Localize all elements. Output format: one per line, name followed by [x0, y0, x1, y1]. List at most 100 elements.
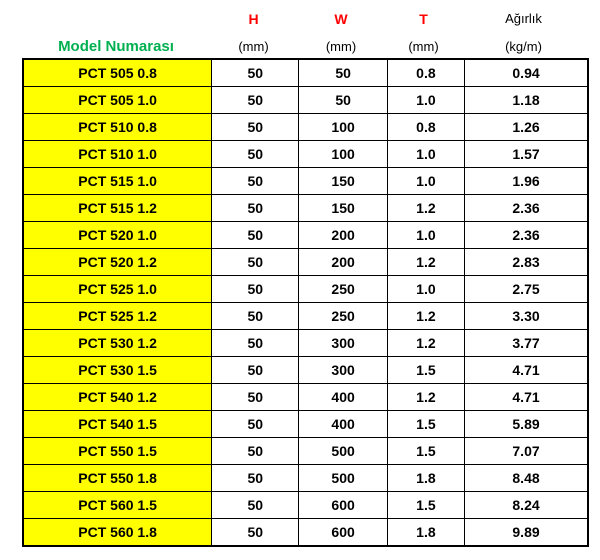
table-row: PCT 510 1.0 50 100 1.0 1.57	[22, 140, 589, 168]
table-row: PCT 520 1.2 50 200 1.2 2.83	[22, 248, 589, 276]
w-cell: 100	[298, 113, 388, 141]
weight-cell: 3.77	[464, 329, 589, 357]
weight-cell: 8.48	[464, 464, 589, 492]
w-cell: 200	[298, 248, 388, 276]
weight-cell: 9.89	[464, 518, 589, 547]
column-header-label: T	[419, 11, 428, 27]
weight-cell: 2.75	[464, 275, 589, 303]
table-row: PCT 530 1.2 50 300 1.2 3.77	[22, 329, 589, 357]
model-cell: PCT 550 1.8	[22, 464, 213, 492]
model-cell: PCT 560 1.5	[22, 491, 213, 519]
h-cell: 50	[211, 58, 300, 87]
t-cell: 1.2	[386, 383, 466, 411]
w-cell: 500	[298, 437, 388, 465]
table-row: PCT 515 1.0 50 150 1.0 1.96	[22, 167, 589, 195]
weight-cell: 2.36	[464, 221, 589, 249]
column-header-w: W (mm)	[297, 6, 385, 58]
t-cell: 1.8	[386, 464, 466, 492]
model-cell: PCT 520 1.2	[22, 248, 213, 276]
table-row: PCT 505 1.0 50 50 1.0 1.18	[22, 86, 589, 114]
spec-table: PCT 505 0.8 50 50 0.8 0.94 PCT 505 1.0 50 50 1.0…	[22, 58, 589, 547]
table-row: PCT 560 1.5 50 600 1.5 8.24	[22, 491, 589, 519]
model-cell: PCT 520 1.0	[22, 221, 213, 249]
model-cell: PCT 515 1.0	[22, 167, 213, 195]
w-cell: 50	[298, 58, 388, 87]
w-cell: 250	[298, 275, 388, 303]
column-header-unit: (mm)	[238, 39, 269, 54]
weight-cell: 5.89	[464, 410, 589, 438]
h-cell: 50	[211, 491, 300, 519]
table-row: PCT 560 1.8 50 600 1.8 9.89	[22, 518, 589, 547]
model-cell: PCT 505 0.8	[22, 58, 213, 87]
table-row: PCT 515 1.2 50 150 1.2 2.36	[22, 194, 589, 222]
t-cell: 1.2	[386, 329, 466, 357]
t-cell: 1.5	[386, 410, 466, 438]
model-cell: PCT 505 1.0	[22, 86, 213, 114]
weight-cell: 2.36	[464, 194, 589, 222]
w-cell: 400	[298, 410, 388, 438]
t-cell: 1.0	[386, 167, 466, 195]
w-cell: 300	[298, 329, 388, 357]
h-cell: 50	[211, 194, 300, 222]
t-cell: 1.5	[386, 437, 466, 465]
model-cell: PCT 550 1.5	[22, 437, 213, 465]
w-cell: 50	[298, 86, 388, 114]
column-header-t: T (mm)	[385, 6, 462, 58]
table-row: PCT 540 1.2 50 400 1.2 4.71	[22, 383, 589, 411]
model-cell: PCT 510 1.0	[22, 140, 213, 168]
h-cell: 50	[211, 140, 300, 168]
table-header: Model Numarası H (mm) W (mm) T (mm) Ağırlık (kg…	[22, 6, 589, 58]
w-cell: 300	[298, 356, 388, 384]
h-cell: 50	[211, 275, 300, 303]
w-cell: 600	[298, 518, 388, 547]
weight-cell: 7.07	[464, 437, 589, 465]
t-cell: 1.2	[386, 194, 466, 222]
h-cell: 50	[211, 464, 300, 492]
table-row: PCT 525 1.2 50 250 1.2 3.30	[22, 302, 589, 330]
h-cell: 50	[211, 302, 300, 330]
w-cell: 150	[298, 194, 388, 222]
column-header-h: H (mm)	[210, 6, 297, 58]
model-cell: PCT 510 0.8	[22, 113, 213, 141]
column-header-weight: Ağırlık (kg/m)	[462, 6, 585, 58]
w-cell: 400	[298, 383, 388, 411]
value-column-headers: H (mm) W (mm) T (mm) Ağırlık (kg/m)	[210, 6, 589, 58]
t-cell: 1.0	[386, 275, 466, 303]
h-cell: 50	[211, 248, 300, 276]
column-header-label: H	[248, 11, 259, 27]
column-header-label: W	[334, 11, 348, 27]
w-cell: 200	[298, 221, 388, 249]
w-cell: 150	[298, 167, 388, 195]
t-cell: 0.8	[386, 113, 466, 141]
table-row: PCT 505 0.8 50 50 0.8 0.94	[22, 58, 589, 87]
weight-cell: 1.26	[464, 113, 589, 141]
model-cell: PCT 560 1.8	[22, 518, 213, 547]
w-cell: 250	[298, 302, 388, 330]
weight-cell: 1.57	[464, 140, 589, 168]
model-column-header-label: Model Numarası	[58, 38, 174, 55]
weight-cell: 1.96	[464, 167, 589, 195]
h-cell: 50	[211, 86, 300, 114]
table-row: PCT 510 0.8 50 100 0.8 1.26	[22, 113, 589, 141]
table-row: PCT 525 1.0 50 250 1.0 2.75	[22, 275, 589, 303]
t-cell: 1.5	[386, 356, 466, 384]
h-cell: 50	[211, 329, 300, 357]
weight-cell: 1.18	[464, 86, 589, 114]
table-row: PCT 530 1.5 50 300 1.5 4.71	[22, 356, 589, 384]
table-row: PCT 550 1.5 50 500 1.5 7.07	[22, 437, 589, 465]
table-row: PCT 520 1.0 50 200 1.0 2.36	[22, 221, 589, 249]
data-table-body: PCT 505 0.8 50 50 0.8 0.94 PCT 505 1.0 50 50 1.0…	[22, 58, 589, 547]
table-row: PCT 540 1.5 50 400 1.5 5.89	[22, 410, 589, 438]
column-header-label: Ağırlık	[505, 11, 542, 26]
column-header-unit: (mm)	[325, 39, 357, 54]
h-cell: 50	[211, 221, 300, 249]
weight-cell: 8.24	[464, 491, 589, 519]
t-cell: 1.0	[386, 140, 466, 168]
weight-cell: 3.30	[464, 302, 589, 330]
h-cell: 50	[211, 356, 300, 384]
model-cell: PCT 525 1.0	[22, 275, 213, 303]
weight-cell: 4.71	[464, 356, 589, 384]
t-cell: 1.5	[386, 491, 466, 519]
weight-cell: 2.83	[464, 248, 589, 276]
